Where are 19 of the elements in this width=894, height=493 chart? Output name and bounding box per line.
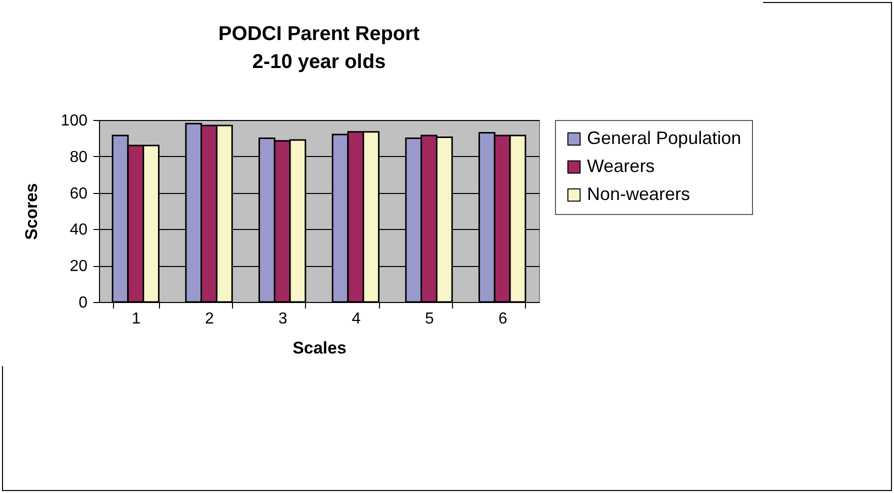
x-tick-label: 1 [132, 310, 141, 328]
x-tick-label: 6 [498, 310, 508, 328]
x-tick-label: 4 [352, 310, 361, 328]
x-tick-label: 2 [205, 310, 214, 328]
y-tick-label: 0 [78, 294, 88, 312]
y-tick-label: 40 [70, 222, 88, 239]
legend-label: General Population [587, 128, 742, 148]
y-axis-title: Scores [22, 183, 41, 240]
y-tick-label: 80 [70, 148, 88, 166]
y-tick-label: 100 [60, 112, 88, 130]
legend-label: Non-wearers [587, 184, 690, 204]
y-tick-label: 60 [70, 185, 88, 202]
chart-subtitle: 2-10 year olds [252, 51, 386, 73]
y-tick-label: 20 [70, 258, 88, 276]
x-tick-label: 3 [278, 310, 288, 328]
x-axis-title: Scales [292, 338, 346, 358]
legend-label: Wearers [587, 156, 655, 176]
chart-title: PODCI Parent Report [218, 23, 420, 45]
x-tick-label: 5 [425, 310, 434, 328]
